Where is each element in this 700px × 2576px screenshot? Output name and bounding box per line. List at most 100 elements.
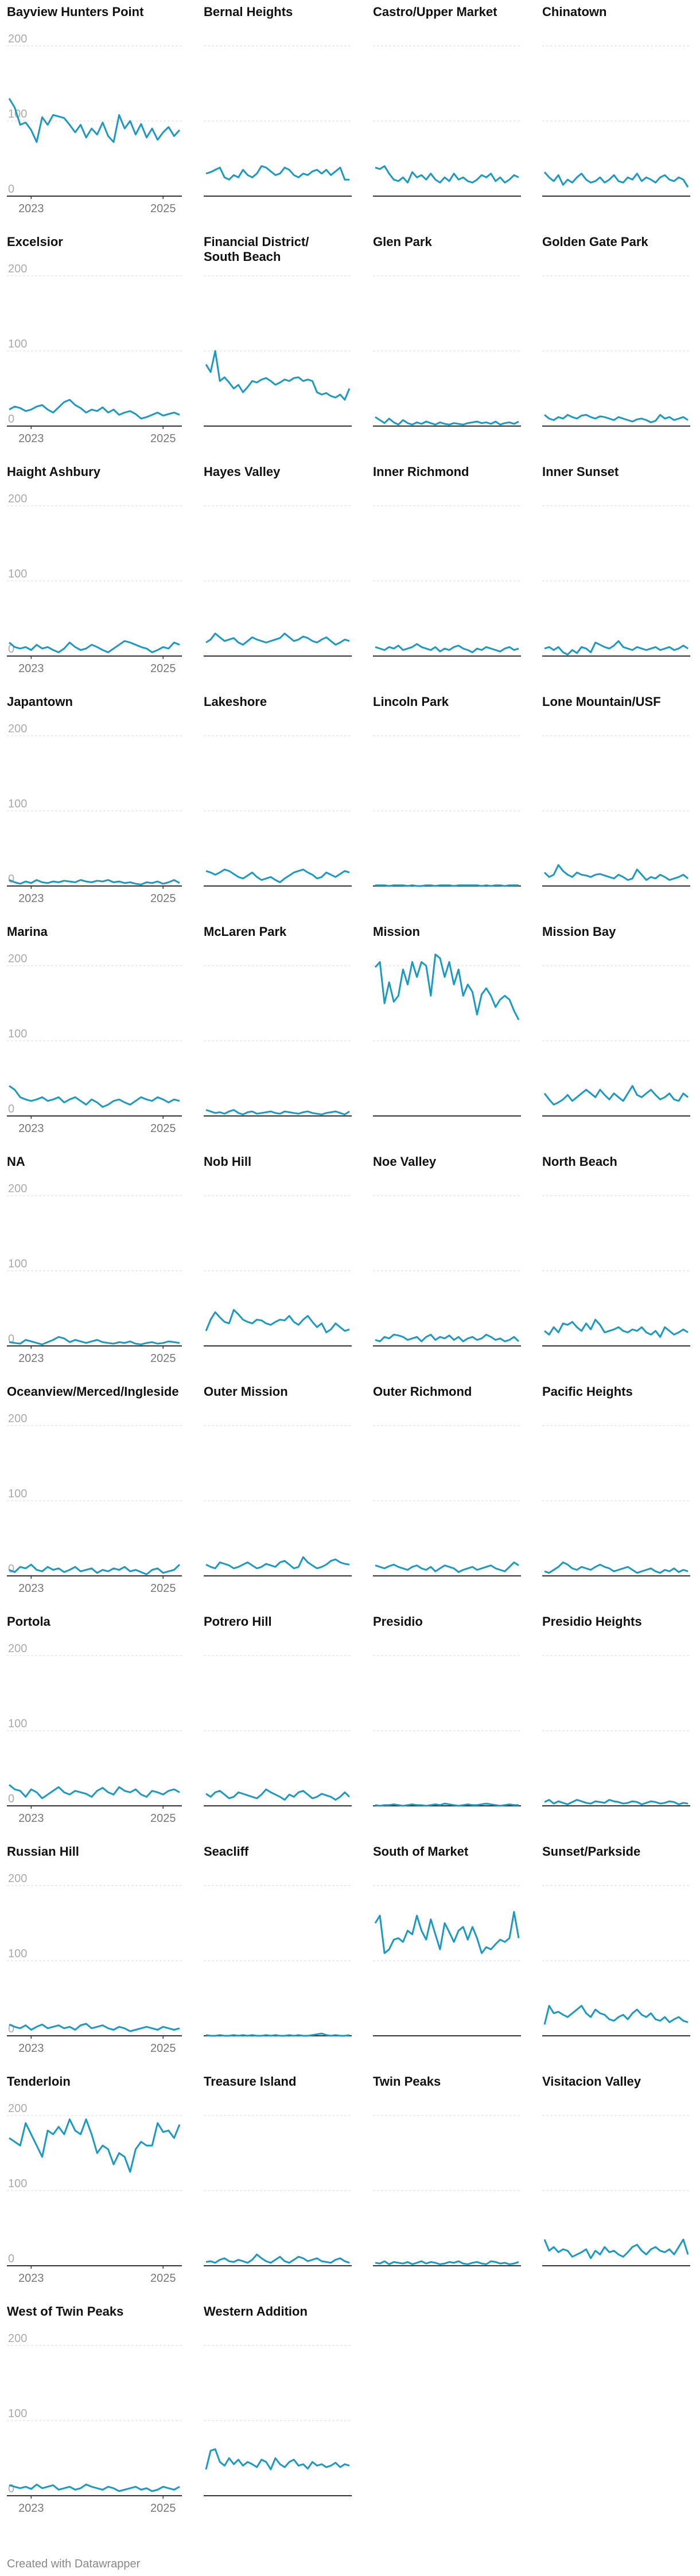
panel-title-lincoln-park: Lincoln Park [373,694,449,709]
panel-title-outer-richmond: Outer Richmond [373,1384,472,1399]
x-tick-2023-russian-hill: 2023 [18,2042,44,2055]
panel-title-lakeshore: Lakeshore [204,694,267,709]
y-tick-100-marina: 100 [8,1028,27,1040]
y-tick-0-bayview-hunters-point: 0 [8,183,14,196]
footer-credit: Created with Datawrapper [7,2558,141,2570]
panel-title-hayes-valley: Hayes Valley [204,465,281,479]
series-line-lincoln-park [375,884,519,887]
panel-title-visitacion-valley: Visitacion Valley [542,2074,641,2089]
series-line-oceanview-merced-ingleside [9,1563,181,1575]
y-tick-0-na: 0 [8,1333,14,1345]
x-tick-2023-na: 2023 [18,1352,44,1365]
y-tick-100-tenderloin: 100 [8,2177,27,2190]
series-line-inner-sunset [544,640,689,655]
x-tick-2023-japantown: 2023 [18,892,44,905]
panel-title-mission: Mission [373,924,420,939]
x-tick-2023-portola: 2023 [18,1812,44,1825]
panel-title-presidio-heights: Presidio Heights [542,1614,642,1629]
series-line-hayes-valley [205,633,350,646]
x-tick-2025-na: 2025 [150,1352,176,1365]
y-tick-200-japantown: 200 [8,723,27,735]
series-line-mission [374,953,520,1020]
x-tick-2025-russian-hill: 2025 [150,2042,176,2055]
x-tick-2023-tenderloin: 2023 [18,2272,44,2285]
series-line-bernal-heights [205,165,349,181]
y-tick-200-russian-hill: 200 [8,1872,27,1885]
panel-title-russian-hill: Russian Hill [7,1844,79,1859]
x-tick-2023-haight-ashbury: 2023 [18,662,44,675]
series-line-na [9,1336,180,1345]
series-line-outer-mission [205,1556,350,1570]
series-line-haight-ashbury [9,640,180,653]
x-tick-2025-bayview-hunters-point: 2025 [150,202,176,215]
panel-title-inner-richmond: Inner Richmond [373,465,469,479]
panel-title-tenderloin: Tenderloin [7,2074,71,2089]
series-line-western-addition [205,2448,350,2470]
panel-title-western-addition: Western Addition [204,2304,308,2319]
series-line-castro-upper-market [375,165,519,184]
panel-title-presidio: Presidio [373,1614,423,1629]
y-tick-0-excelsior: 0 [8,413,14,426]
y-tick-100-haight-ashbury: 100 [8,568,27,580]
series-line-seacliff [205,2032,350,2037]
series-line-potrero-hill [205,1788,351,1801]
x-tick-2025-marina: 2025 [150,1122,176,1135]
x-tick-2025-tenderloin: 2025 [150,2272,176,2285]
x-tick-2025-japantown: 2025 [150,892,176,905]
panel-title-south-of-market: South of Market [373,1844,469,1859]
y-tick-200-west-of-twin-peaks: 200 [8,2332,27,2345]
y-tick-200-excelsior: 200 [8,263,27,275]
x-tick-2023-oceanview-merced-ingleside: 2023 [18,1582,44,1595]
y-tick-0-japantown: 0 [8,873,14,885]
y-tick-0-west-of-twin-peaks: 0 [8,2483,14,2495]
panel-title-excelsior: Excelsior [7,235,63,249]
panel-title-castro-upper-market: Castro/Upper Market [373,5,497,19]
series-line-financial-district-south-beach [205,350,351,401]
y-tick-100-na: 100 [8,1258,27,1270]
panel-title-portola: Portola [7,1614,51,1629]
panel-title-bayview-hunters-point: Bayview Hunters Point [7,5,144,19]
panel-title-seacliff: Seacliff [204,1844,249,1859]
series-line-west-of-twin-peaks [9,2483,180,2492]
panel-title-north-beach: North Beach [542,1154,617,1169]
y-tick-200-tenderloin: 200 [8,2102,27,2115]
series-line-lakeshore [205,868,350,883]
panel-title-golden-gate-park: Golden Gate Park [542,235,648,249]
panel-title-sunset-parkside: Sunset/Parkside [542,1844,640,1859]
series-line-mission-bay [543,1085,689,1106]
x-tick-2025-oceanview-merced-ingleside: 2025 [150,1582,176,1595]
x-tick-2023-marina: 2023 [18,1122,44,1135]
panel-title-potrero-hill: Potrero Hill [204,1614,272,1629]
y-tick-200-bayview-hunters-point: 200 [8,33,27,45]
x-tick-2023-west-of-twin-peaks: 2023 [18,2502,44,2515]
series-line-bayview-hunters-point [8,97,181,143]
y-tick-0-tenderloin: 0 [8,2253,14,2265]
x-tick-2025-portola: 2025 [150,1812,176,1825]
series-line-treasure-island [205,2253,350,2264]
y-tick-100-oceanview-merced-ingleside: 100 [8,1488,27,1500]
panel-title-haight-ashbury: Haight Ashbury [7,465,101,479]
series-line-portola [9,1784,180,1800]
y-tick-200-haight-ashbury: 200 [8,493,27,505]
series-line-pacific-heights [544,1561,689,1574]
series-line-presidio [375,1802,519,1807]
x-tick-2025-haight-ashbury: 2025 [150,662,176,675]
x-tick-2023-excelsior: 2023 [18,432,44,445]
x-tick-2025-west-of-twin-peaks: 2025 [150,2502,176,2515]
series-line-russian-hill [9,2023,180,2032]
y-tick-100-russian-hill: 100 [8,1947,27,1960]
series-line-excelsior [9,399,180,420]
panel-title-bernal-heights: Bernal Heights [204,5,293,19]
series-line-chinatown [543,171,689,188]
panel-title-mclaren-park: McLaren Park [204,924,287,939]
panel-title-nob-hill: Nob Hill [204,1154,251,1169]
panel-title-inner-sunset: Inner Sunset [542,465,619,479]
series-line-golden-gate-park [544,413,689,423]
x-tick-2023-bayview-hunters-point: 2023 [18,202,44,215]
panel-title-mission-bay: Mission Bay [542,924,616,939]
series-line-tenderloin [9,2118,181,2173]
panel-title-financial-district-south-beach: Financial District/South Beach [204,235,309,264]
y-tick-100-japantown: 100 [8,798,27,810]
series-line-outer-richmond [375,1561,519,1573]
